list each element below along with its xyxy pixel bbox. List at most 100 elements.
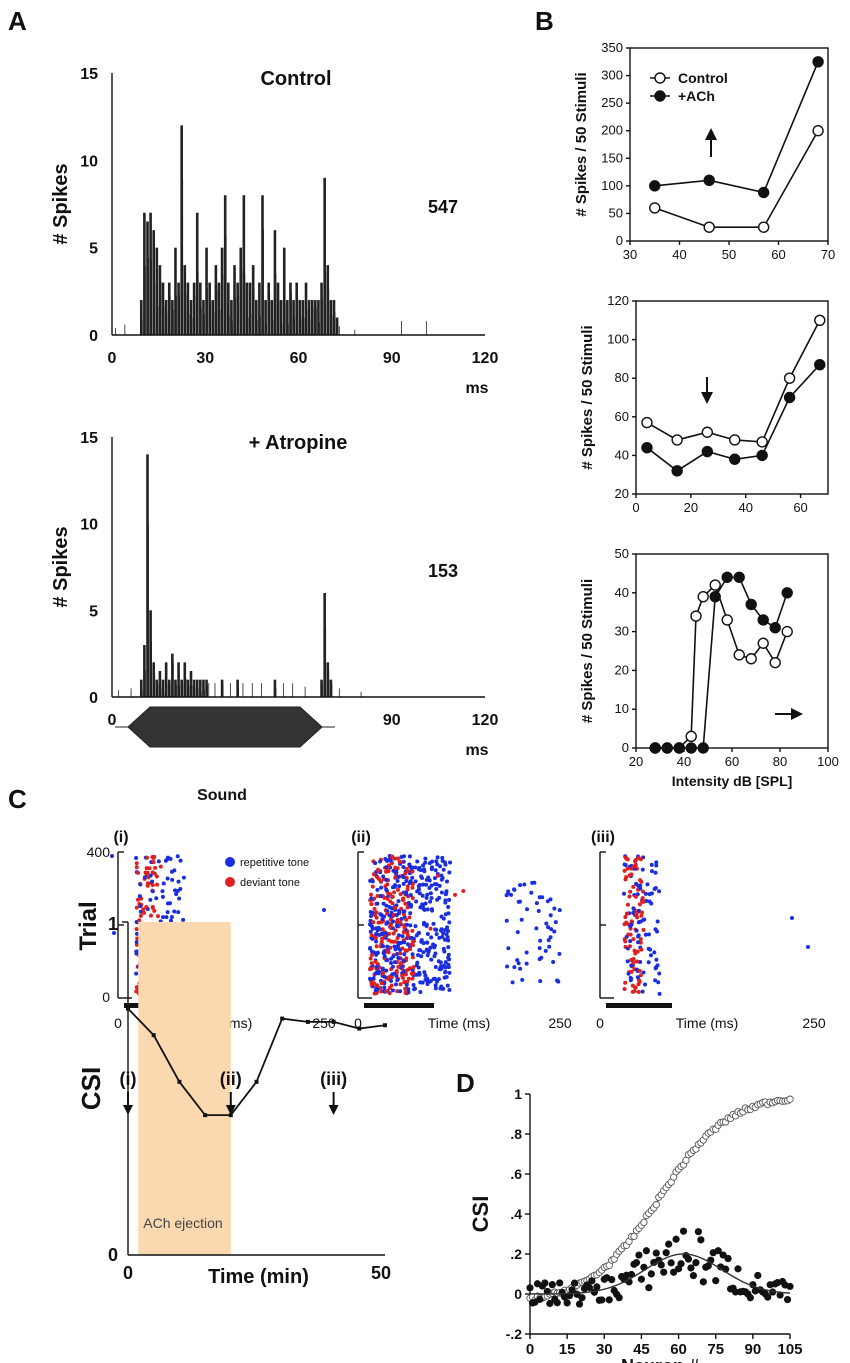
repetitive-tone-dot [401, 909, 406, 914]
repetitive-tone-dot [445, 879, 450, 884]
x-tick-label: 250 [802, 1015, 826, 1031]
y-tick-label: 120 [607, 293, 629, 308]
histogram-bar [156, 278, 158, 335]
deviant-tone-dot [137, 918, 142, 923]
repetitive-tone-dot [166, 855, 171, 860]
histogram-bar [211, 315, 213, 335]
deviant-tone-dot [398, 951, 403, 956]
histogram-bar [319, 322, 320, 335]
histogram-bar [152, 662, 156, 697]
repetitive-tone-dot [382, 954, 387, 959]
filled-data-point [754, 1271, 762, 1280]
repetitive-tone-dot [408, 865, 413, 870]
x-tick-label: 80 [773, 754, 787, 769]
filled-data-point [764, 1293, 772, 1301]
repetitive-tone-dot [441, 867, 446, 872]
repetitive-tone-dot [654, 863, 659, 868]
deviant-tone-dot [148, 913, 153, 918]
deviant-tone-dot [403, 901, 408, 906]
histogram-bar [166, 670, 167, 697]
y-tick-label: 60 [615, 409, 629, 424]
repetitive-tone-dot [397, 884, 402, 889]
histogram-bar [168, 690, 170, 697]
repetitive-tone-dot [374, 952, 379, 957]
repetitive-tone-dot [634, 928, 639, 933]
filled-data-point [585, 1283, 594, 1292]
repetitive-tone-dot [419, 954, 424, 959]
repetitive-tone-dot [548, 897, 553, 902]
repetitive-tone-dot [417, 930, 422, 935]
histogram-bar [253, 296, 254, 335]
repetitive-tone-dot [150, 889, 155, 894]
histogram-bar [197, 288, 198, 335]
histogram-bar [332, 300, 336, 335]
deviant-tone-dot [638, 973, 643, 978]
repetitive-tone-dot [657, 889, 662, 894]
histogram-bar [202, 688, 204, 697]
deviant-tone-dot [369, 982, 374, 987]
data-point [697, 590, 709, 603]
repetitive-tone-dot [413, 924, 418, 929]
repetitive-tone-dot [138, 882, 143, 887]
histogram-bar [321, 686, 323, 697]
deviant-tone-dot [622, 922, 627, 927]
histogram-bar [204, 313, 205, 335]
histogram-bar [328, 669, 330, 697]
deviant-tone-dot [390, 894, 395, 899]
y-axis-label: CSI [76, 1067, 106, 1110]
filled-data-point [657, 1261, 665, 1269]
histogram-bar [249, 303, 251, 335]
deviant-tone-dot [151, 860, 156, 865]
histogram-bar [321, 304, 323, 335]
repetitive-tone-dot [520, 977, 525, 982]
deviant-tone-dot [403, 871, 408, 876]
y-axis-label: # Spikes [50, 163, 72, 244]
histogram-bar [163, 305, 165, 335]
histogram-bar [282, 683, 284, 697]
repetitive-tone-dot [517, 899, 522, 904]
filled-data-point [783, 1295, 792, 1304]
deviant-tone-dot [633, 951, 638, 956]
repetitive-tone-dot [549, 927, 554, 932]
deviant-tone-dot [379, 981, 384, 986]
histogram-bar [152, 669, 154, 697]
deviant-tone-dot [144, 905, 149, 910]
histogram-bar [338, 688, 340, 697]
y-tick-label: 400 [87, 844, 111, 860]
data-point [641, 416, 653, 429]
histogram-bar [141, 308, 142, 335]
data-point [729, 434, 741, 446]
filled-data-point [593, 1283, 601, 1291]
legend-label: +ACh [678, 88, 715, 104]
deviant-tone-dot [373, 959, 378, 964]
deviant-tone-dot [369, 966, 374, 971]
data-point [280, 1016, 285, 1021]
y-tick-label: 0 [102, 989, 110, 1005]
data-point [812, 56, 824, 68]
arrow-right-icon [791, 708, 803, 720]
repetitive-tone-dot [389, 906, 394, 911]
repetitive-tone-dot [640, 989, 645, 994]
histogram-bar [246, 312, 248, 335]
deviant-tone-dot [633, 985, 638, 990]
data-point [228, 1113, 233, 1118]
repetitive-tone-dot [652, 950, 657, 955]
histogram-bar [221, 688, 222, 697]
repetitive-tone-dot [391, 954, 396, 959]
histogram-bar [159, 688, 160, 697]
repetitive-tone-dot [636, 934, 641, 939]
repetitive-tone-dot [546, 925, 551, 930]
repetitive-tone-dot [160, 889, 165, 894]
repetitive-tone-dot [515, 930, 520, 935]
repetitive-tone-dot [406, 987, 411, 992]
deviant-tone-dot [405, 887, 410, 892]
repetitive-tone-dot [443, 900, 448, 905]
repetitive-tone-dot [537, 946, 542, 951]
histogram-bar [171, 318, 173, 335]
repetitive-tone-dot [384, 921, 389, 926]
repetitive-tone-dot [402, 940, 407, 945]
deviant-tone-dot [153, 865, 158, 870]
histogram-bar [169, 295, 171, 335]
deviant-tone-dot [386, 976, 391, 981]
data-point [745, 598, 757, 611]
